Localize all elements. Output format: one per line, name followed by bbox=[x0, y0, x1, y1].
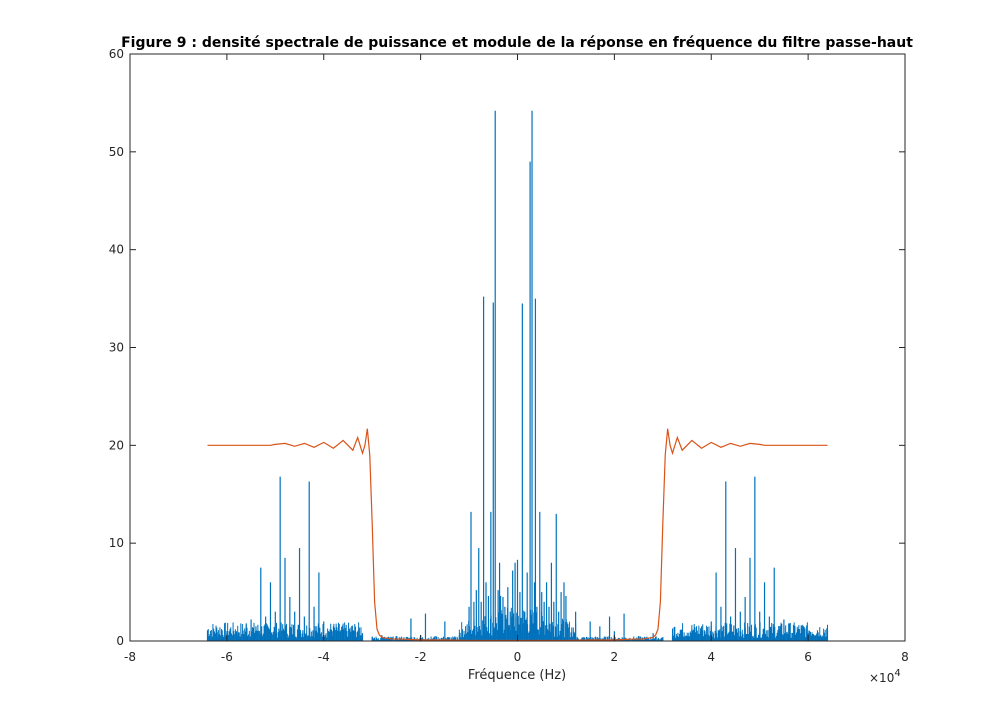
x-tick-label: 6 bbox=[804, 650, 812, 664]
x-tick-label: -2 bbox=[415, 650, 427, 664]
x-tick-label: -6 bbox=[221, 650, 233, 664]
y-tick-label: 60 bbox=[109, 47, 124, 61]
x-tick-label: -8 bbox=[124, 650, 136, 664]
exponent-power: 4 bbox=[894, 668, 900, 679]
y-tick-label: 10 bbox=[109, 536, 124, 550]
y-tick-label: 30 bbox=[109, 341, 124, 355]
exponent-base: ×10 bbox=[869, 671, 894, 685]
x-axis-exponent: ×104 bbox=[869, 668, 901, 685]
y-tick-label: 0 bbox=[116, 634, 124, 648]
y-tick-label: 50 bbox=[109, 145, 124, 159]
y-tick-label: 20 bbox=[109, 438, 124, 452]
x-tick-label: 0 bbox=[514, 650, 522, 664]
x-tick-label: 4 bbox=[707, 650, 715, 664]
x-tick-label: 8 bbox=[901, 650, 909, 664]
chart-title: Figure 9 : densité spectrale de puissanc… bbox=[121, 35, 913, 51]
y-axis: 0 10 20 30 40 50 60 bbox=[109, 47, 905, 648]
y-tick-label: 40 bbox=[109, 243, 124, 257]
x-tick-label: 2 bbox=[611, 650, 619, 664]
spectrum-series bbox=[206, 110, 829, 641]
x-tick-label: -4 bbox=[318, 650, 330, 664]
x-axis-label: Fréquence (Hz) bbox=[468, 668, 566, 683]
plot-area bbox=[130, 54, 905, 641]
x-axis: -8 -6 -4 -2 0 2 4 6 8 bbox=[124, 54, 909, 664]
